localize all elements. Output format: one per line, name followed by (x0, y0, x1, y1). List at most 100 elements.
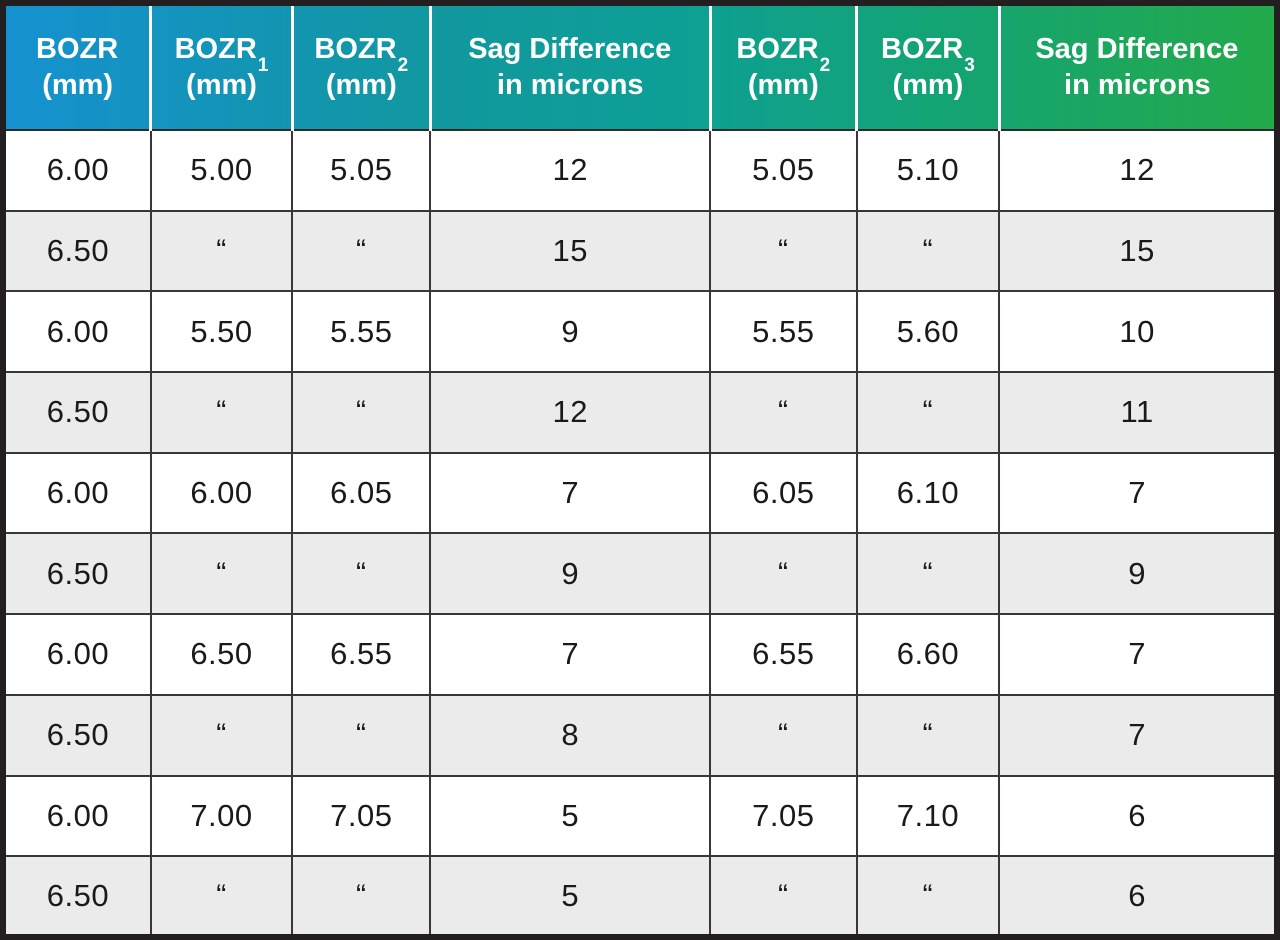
table-cell: 6.00 (2, 613, 152, 696)
header-title: BOZR (174, 33, 257, 66)
table-cell: 15 (998, 209, 1278, 293)
column-header-bozr3: BOZR3 (mm) (855, 3, 1000, 131)
table-cell-ditto: “ (855, 371, 1001, 454)
table-row: 6.00 5.00 5.05 12 5.05 5.10 12 (2, 129, 1278, 212)
table-cell-ditto: “ (709, 855, 858, 938)
table-cell: 5.50 (149, 290, 294, 374)
table-cell: 5 (429, 774, 712, 858)
table-cell: 6.50 (149, 613, 294, 696)
table-cell: 12 (429, 371, 712, 454)
table-row: 6.50 “ “ 9 “ “ 9 (2, 532, 1278, 616)
column-header-bozr2-b: BOZR2 (mm) (708, 3, 857, 131)
header-subscript: 2 (819, 55, 831, 77)
column-header-bozr: BOZR (mm) (3, 3, 151, 131)
table-cell: 6.50 (2, 209, 152, 293)
table-cell: 5.10 (855, 129, 1001, 212)
table-cell: 7.00 (149, 774, 294, 858)
column-header-sag-difference-1: Sag Difference in microns (428, 3, 711, 131)
header-unit: (mm) (186, 68, 257, 101)
table-cell: 6 (998, 774, 1278, 858)
table-cell-ditto: “ (709, 693, 858, 777)
table-cell: 5.05 (709, 129, 858, 212)
table-cell-ditto: “ (149, 855, 294, 938)
table-cell-ditto: “ (291, 855, 432, 938)
table-cell-ditto: “ (291, 371, 432, 454)
table-cell: 11 (998, 371, 1278, 454)
table-cell: 5.55 (291, 290, 432, 374)
table-cell: 7 (998, 613, 1278, 696)
table-cell: 9 (998, 532, 1278, 616)
table-row: 6.50 “ “ 5 “ “ 6 (2, 855, 1278, 938)
table-cell: 6.60 (855, 613, 1001, 696)
header-row: BOZR (mm) BOZR1 (mm) BOZR2 (mm) Sag Diff… (3, 3, 1277, 131)
table-cell: 6.00 (2, 129, 152, 212)
header-unit: (mm) (42, 68, 114, 101)
header-unit: (mm) (747, 68, 819, 101)
table-cell: 7.05 (709, 774, 858, 858)
table-row: 6.50 “ “ 15 “ “ 15 (2, 209, 1278, 293)
table-cell: 5.55 (709, 290, 858, 374)
table-row: 6.00 6.00 6.05 7 6.05 6.10 7 (2, 451, 1278, 535)
header-title: BOZR (736, 33, 819, 66)
table-cell-ditto: “ (149, 209, 294, 293)
table-cell-ditto: “ (291, 209, 432, 293)
table-cell-ditto: “ (855, 209, 1001, 293)
table-cell: 7 (998, 451, 1278, 535)
table-cell: 12 (998, 129, 1278, 212)
table-cell: 7.05 (291, 774, 432, 858)
table-cell: 6.50 (2, 855, 152, 938)
table-cell: 9 (429, 290, 712, 374)
table-cell-ditto: “ (855, 532, 1001, 616)
header-unit: in microns (1064, 68, 1211, 101)
table-cell-ditto: “ (855, 693, 1001, 777)
table-cell: 6.05 (291, 451, 432, 535)
table-cell: 7 (429, 451, 712, 535)
table-cell: 6.55 (709, 613, 858, 696)
table-cell-ditto: “ (149, 693, 294, 777)
table-cell: 9 (429, 532, 712, 616)
table-row: 6.50 “ “ 12 “ “ 11 (2, 371, 1278, 454)
table-cell: 7 (998, 693, 1278, 777)
table-cell-ditto: “ (149, 371, 294, 454)
table-row: 6.00 7.00 7.05 5 7.05 7.10 6 (2, 774, 1278, 858)
header-title: BOZR (881, 33, 964, 66)
table-cell: 6.55 (291, 613, 432, 696)
table-cell: 6.10 (855, 451, 1001, 535)
table-cell-ditto: “ (291, 532, 432, 616)
header-title: BOZR (314, 33, 397, 66)
table-cell-ditto: “ (149, 532, 294, 616)
table-cell: 6.50 (2, 371, 152, 454)
header-unit: (mm) (325, 68, 397, 101)
header-subscript: 2 (397, 55, 409, 77)
table-cell-ditto: “ (709, 532, 858, 616)
column-header-bozr2: BOZR2 (mm) (290, 3, 431, 131)
table-cell: 6.00 (2, 774, 152, 858)
header-title: BOZR (36, 33, 119, 66)
header-title: Sag Difference (1035, 33, 1239, 66)
table-cell: 5.05 (291, 129, 432, 212)
table-cell: 5 (429, 855, 712, 938)
table-cell: 10 (998, 290, 1278, 374)
table-row: 6.00 5.50 5.55 9 5.55 5.60 10 (2, 290, 1278, 374)
header-unit: in microns (496, 68, 644, 101)
table-cell-ditto: “ (855, 855, 1001, 938)
table-cell: 6.05 (709, 451, 858, 535)
table-cell: 6.00 (149, 451, 294, 535)
table-cell: 7 (429, 613, 712, 696)
table-cell: 12 (429, 129, 712, 212)
header-subscript: 3 (964, 55, 975, 77)
column-header-sag-difference-2: Sag Difference in microns (997, 3, 1277, 131)
table-row: 6.00 6.50 6.55 7 6.55 6.60 7 (2, 613, 1278, 696)
table-cell: 8 (429, 693, 712, 777)
table-cell: 6.00 (2, 451, 152, 535)
table-cell: 6 (998, 855, 1278, 938)
table-cell-ditto: “ (709, 209, 858, 293)
table-cell-ditto: “ (709, 371, 858, 454)
table-cell: 6.50 (2, 693, 152, 777)
header-unit: (mm) (892, 68, 964, 101)
table-row: 6.50 “ “ 8 “ “ 7 (2, 693, 1278, 777)
table-cell: 6.00 (2, 290, 152, 374)
column-header-bozr1: BOZR1 (mm) (149, 3, 293, 131)
